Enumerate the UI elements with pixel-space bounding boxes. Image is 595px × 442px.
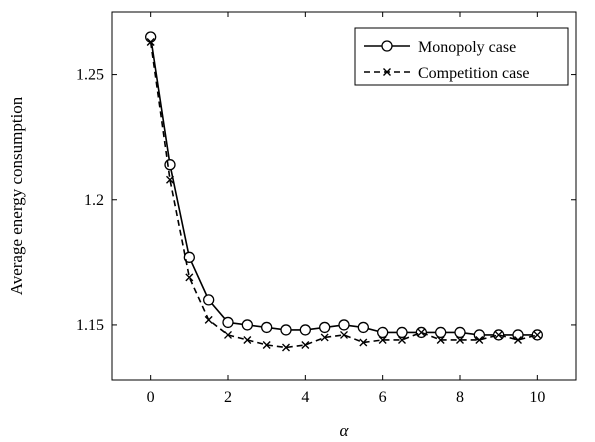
data-point-competition: [514, 335, 522, 344]
data-point-competition: [533, 330, 542, 339]
data-point-competition: [398, 335, 406, 344]
x-tick-label: 4: [301, 389, 309, 406]
x-tick-label: 6: [379, 389, 387, 406]
data-point-competition: [378, 335, 387, 344]
x-tick-label: 2: [224, 389, 232, 406]
data-point-monopoly: [357, 321, 369, 334]
axis-ticks: 0 2 4 6 8 10 1.15 1.2 1.25: [76, 12, 576, 406]
data-point-monopoly: [319, 321, 331, 334]
x-tick-label: 10: [529, 389, 545, 406]
y-tick-label: 1.2: [84, 192, 104, 209]
data-point-competition: [282, 343, 290, 352]
legend-label-competition: Competition case: [418, 65, 530, 82]
data-point-monopoly: [435, 326, 447, 339]
legend-box: [354, 27, 569, 86]
data-point-competition: [146, 38, 155, 47]
y-tick-label: 1.25: [76, 67, 104, 84]
data-point-competition: [185, 273, 194, 282]
data-point-competition: [262, 340, 271, 349]
data-point-monopoly: [454, 326, 466, 339]
data-point-competition: [359, 338, 368, 347]
data-point-monopoly: [183, 251, 195, 263]
data-point-monopoly: [145, 31, 157, 43]
y-tick-label: 1.15: [76, 317, 104, 334]
data-point-monopoly: [377, 326, 389, 339]
data-point-monopoly: [338, 319, 350, 331]
data-point-competition: [436, 335, 445, 344]
data-point-competition: [475, 335, 484, 344]
legend-marker-monopoly: [381, 40, 393, 52]
data-point-competition: [301, 340, 310, 349]
x-tick-label: 0: [147, 389, 155, 406]
legend-label-monopoly: Monopoly case: [418, 39, 516, 56]
data-point-monopoly: [280, 324, 292, 336]
x-tick-label: 8: [456, 389, 464, 406]
data-point-competition: [417, 328, 426, 337]
data-point-competition: [224, 330, 232, 339]
x-axis-label: α: [340, 421, 350, 440]
series-layer: [145, 31, 543, 352]
data-point-monopoly: [203, 294, 215, 306]
series-line-competition: [149, 41, 538, 349]
legend: Monopoly case Competition case: [354, 27, 569, 86]
data-point-monopoly: [261, 321, 273, 334]
plot-frame: [111, 11, 577, 381]
data-point-monopoly: [164, 159, 176, 171]
data-point-competition: [320, 333, 329, 342]
data-point-monopoly: [396, 326, 408, 339]
data-point-monopoly: [299, 324, 311, 336]
data-point-competition: [243, 335, 252, 344]
data-point-competition: [340, 330, 348, 339]
data-point-monopoly: [222, 316, 234, 329]
y-axis-label: Average energy consumption: [7, 96, 26, 295]
data-point-competition: [204, 315, 213, 324]
data-point-monopoly: [241, 319, 253, 331]
data-point-competition: [456, 335, 464, 344]
legend-marker-competition: [383, 68, 391, 76]
data-point-competition: [166, 175, 174, 184]
data-point-competition: [494, 330, 503, 339]
